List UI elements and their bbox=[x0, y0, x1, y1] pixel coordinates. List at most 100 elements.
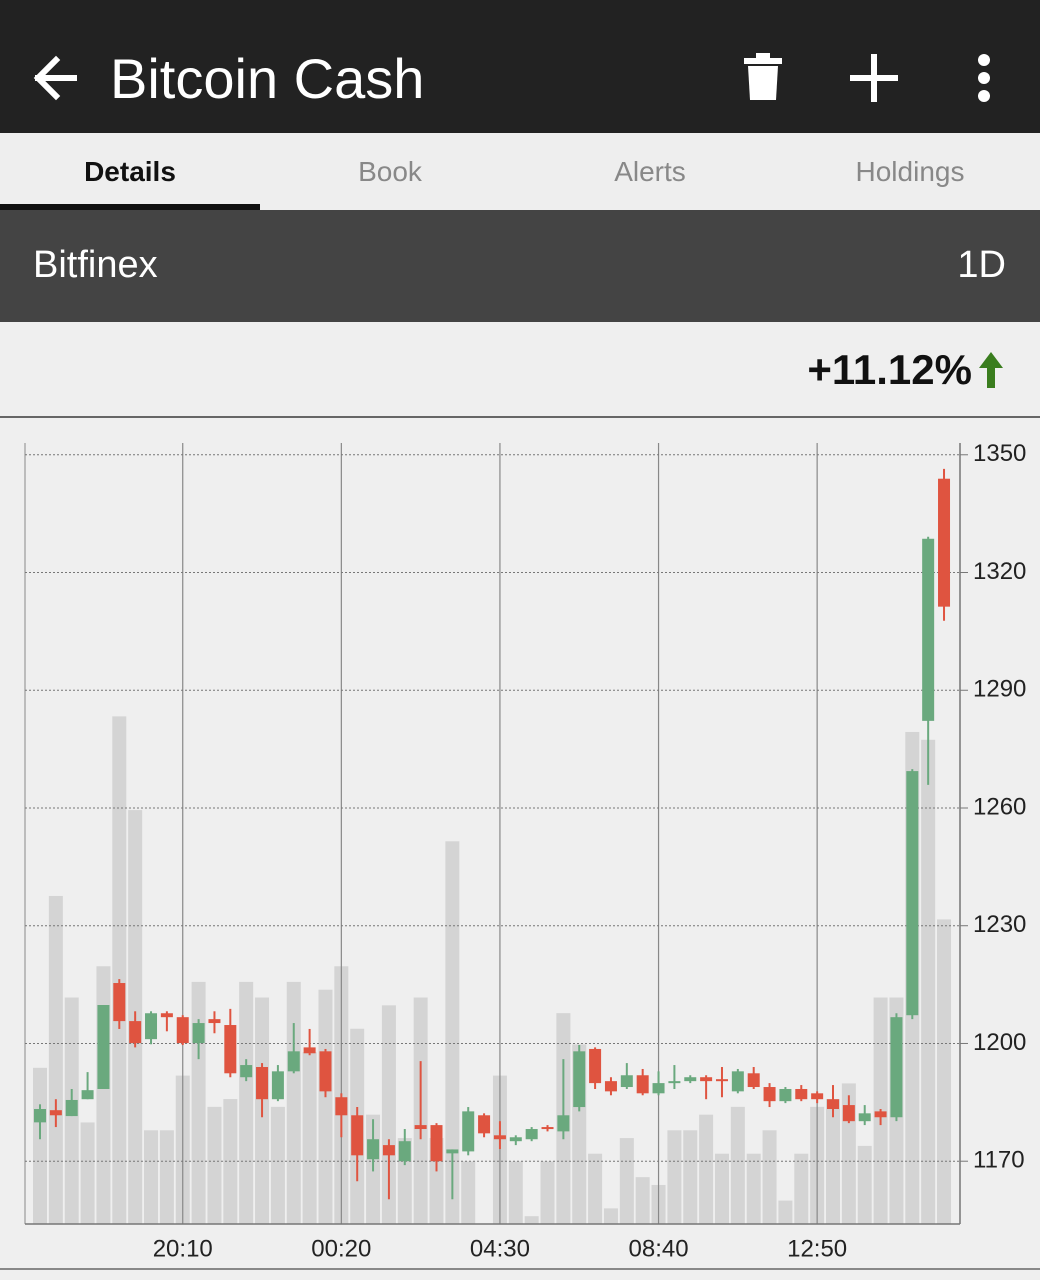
y-tick-label: 1320 bbox=[973, 558, 1026, 585]
candle-body bbox=[763, 1087, 776, 1102]
exchange-bar: Bitfinex 1D bbox=[0, 210, 1040, 322]
candle-body bbox=[620, 1075, 633, 1088]
candle-body bbox=[462, 1111, 475, 1152]
x-tick-label: 00:20 bbox=[311, 1235, 371, 1262]
period-selector[interactable]: 1D bbox=[957, 244, 1006, 286]
candle-body bbox=[493, 1135, 506, 1140]
volume-bar bbox=[794, 1153, 809, 1224]
candle-body bbox=[684, 1077, 697, 1082]
candle-body bbox=[636, 1075, 649, 1094]
candle-body bbox=[652, 1083, 665, 1094]
tab[interactable]: Details bbox=[84, 156, 176, 187]
volume-bar bbox=[746, 1153, 761, 1224]
y-tick-label: 1230 bbox=[973, 911, 1026, 938]
candle-body bbox=[874, 1111, 887, 1118]
up-arrow bbox=[979, 352, 1003, 388]
candle-body bbox=[129, 1021, 142, 1044]
x-tick-label: 20:10 bbox=[153, 1235, 213, 1262]
candle-body bbox=[541, 1127, 554, 1130]
candle-body bbox=[208, 1019, 221, 1024]
price-change: +11.12% bbox=[807, 346, 972, 393]
x-tick-label: 08:40 bbox=[629, 1235, 689, 1262]
candle-body bbox=[509, 1137, 522, 1142]
volume-bar bbox=[778, 1200, 793, 1224]
x-tick-label: 12:50 bbox=[787, 1235, 847, 1262]
candle-body bbox=[922, 538, 935, 721]
volume-bar bbox=[857, 1145, 872, 1224]
tab-bar: Details Book Alerts Holdings bbox=[0, 133, 1040, 210]
toolbar-icons bbox=[33, 53, 990, 102]
candle-body bbox=[525, 1129, 538, 1140]
volume-bar bbox=[207, 1106, 222, 1224]
exchange-name[interactable]: Bitfinex bbox=[33, 244, 158, 286]
candle-body bbox=[49, 1110, 62, 1116]
volume-bar bbox=[96, 966, 111, 1224]
candlestick-chart: 20:10 00:20 04:30 08:40 12:50 1170 1200 1230 126… bbox=[0, 440, 1040, 1270]
volume-bar bbox=[508, 1161, 523, 1224]
volume-bar bbox=[461, 1161, 476, 1224]
candle-body bbox=[668, 1081, 681, 1084]
candle-body bbox=[256, 1067, 269, 1100]
volume-bar bbox=[762, 1130, 777, 1224]
volume-bar bbox=[191, 981, 206, 1224]
volume-bar bbox=[635, 1177, 650, 1224]
candle-body bbox=[271, 1071, 284, 1100]
volume-bar bbox=[540, 1161, 555, 1224]
tab[interactable]: Book bbox=[358, 156, 422, 187]
candle-body bbox=[890, 1017, 903, 1118]
candle-body bbox=[906, 771, 919, 1016]
candle-body bbox=[81, 1090, 94, 1100]
volume-bar bbox=[619, 1138, 634, 1224]
candle-body bbox=[795, 1088, 808, 1100]
add-button[interactable] bbox=[850, 54, 898, 102]
tab[interactable]: Alerts bbox=[614, 156, 686, 187]
change-row: +11.12% bbox=[0, 322, 1040, 418]
back-button[interactable] bbox=[33, 55, 77, 101]
candle-body bbox=[779, 1088, 792, 1102]
candle-body bbox=[224, 1025, 237, 1074]
volume-bar bbox=[270, 1106, 285, 1224]
candle-body bbox=[34, 1109, 46, 1123]
volume-bar bbox=[714, 1153, 729, 1224]
candle-body bbox=[65, 1099, 78, 1117]
candle-body bbox=[160, 1013, 173, 1018]
volume-bar bbox=[937, 919, 952, 1224]
candle-body bbox=[113, 983, 126, 1022]
volume-bar bbox=[302, 1052, 317, 1224]
volume-bar bbox=[112, 716, 127, 1224]
delete-button[interactable] bbox=[744, 53, 782, 100]
candle-body bbox=[715, 1079, 728, 1082]
candle-body bbox=[938, 478, 951, 607]
candle-body bbox=[382, 1145, 395, 1156]
more-button[interactable] bbox=[978, 54, 990, 102]
y-tick-label: 1200 bbox=[973, 1029, 1026, 1056]
volume-bar bbox=[318, 989, 333, 1224]
candle-body bbox=[747, 1073, 760, 1088]
candle-body bbox=[604, 1081, 617, 1092]
candle-body bbox=[176, 1017, 189, 1044]
volume-bar bbox=[699, 1114, 714, 1224]
candle-body bbox=[192, 1023, 205, 1044]
candle-body bbox=[811, 1093, 824, 1100]
screen-title: Bitcoin Cash bbox=[110, 47, 425, 110]
candle-body bbox=[303, 1047, 316, 1054]
candle-body bbox=[240, 1065, 253, 1078]
candle-body bbox=[430, 1125, 443, 1162]
volume-bar bbox=[667, 1130, 682, 1224]
candle-body bbox=[700, 1077, 713, 1082]
candle-body bbox=[335, 1097, 348, 1116]
volume-bar bbox=[445, 841, 460, 1224]
volume-bar bbox=[588, 1153, 603, 1224]
volume-bar bbox=[603, 1208, 618, 1224]
candle-body bbox=[287, 1051, 300, 1072]
candle-body bbox=[414, 1125, 427, 1130]
volume-bar bbox=[730, 1106, 745, 1224]
tab[interactable]: Holdings bbox=[855, 156, 965, 187]
volume-bar bbox=[33, 1067, 47, 1224]
candle-body bbox=[858, 1113, 871, 1122]
y-tick-label: 1170 bbox=[973, 1147, 1025, 1174]
y-tick-label: 1290 bbox=[973, 676, 1026, 703]
candle-body bbox=[731, 1071, 744, 1092]
x-tick-label: 04:30 bbox=[470, 1235, 530, 1262]
candle-body bbox=[589, 1048, 602, 1084]
